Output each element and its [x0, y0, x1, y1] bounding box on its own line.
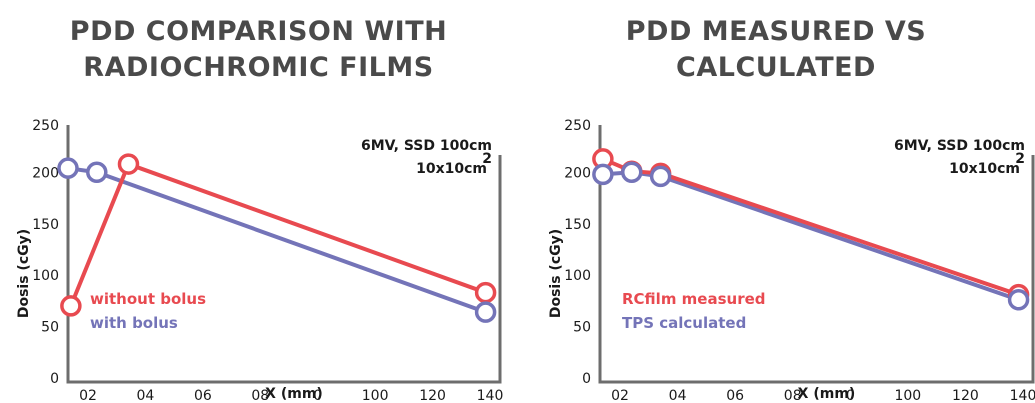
x-tick-label: 140 — [477, 388, 504, 403]
x-tick-label: 08 — [784, 388, 802, 403]
x-tick-label: 140 — [1010, 388, 1035, 403]
y-tick-label: 200 — [564, 165, 591, 181]
data-point-marker — [57, 157, 79, 179]
chart-title-line-1: PDD MEASURED VS — [625, 16, 927, 47]
x-tick-label: 0 — [846, 388, 855, 403]
y-tick-label: 0 — [50, 371, 59, 387]
chart-title-line-2: RADIOCHROMIC FILMS — [83, 52, 434, 83]
data-point-marker — [117, 153, 140, 175]
x-tick-label: 04 — [137, 388, 155, 403]
x-tick-label: 120 — [952, 388, 979, 403]
annotation-line-1: 6MV, SSD 100cm — [361, 138, 492, 154]
y-tick-label: 250 — [32, 118, 59, 134]
data-point-marker — [621, 161, 643, 184]
data-point-marker — [60, 295, 82, 317]
data-point-marker — [592, 163, 614, 186]
legend-entry: RCfilm measured — [622, 290, 766, 308]
y-tick-label: 50 — [573, 320, 591, 336]
data-point-marker — [1007, 289, 1030, 311]
chart-title: PDD MEASURED VS CALCULATED — [517, 14, 1035, 86]
y-tick-label: 150 — [32, 217, 59, 233]
y-axis-label: Dosis (cGy) — [16, 229, 32, 318]
y-tick-label: 0 — [582, 371, 591, 387]
series-line — [602, 157, 1020, 297]
legend-entry: TPS calculated — [622, 314, 746, 332]
chart-panel-left: PDD COMPARISON WITH RADIOCHROMIC FILMS 0… — [0, 0, 517, 403]
annotation-line-1: 6MV, SSD 100cm — [894, 138, 1025, 154]
data-point-marker — [474, 301, 497, 323]
x-tick-label: 08 — [251, 388, 269, 403]
x-tick-label: 120 — [419, 388, 446, 403]
x-tick-label: 0 — [313, 388, 322, 403]
x-tick-label: 02 — [611, 388, 629, 403]
y-tick-label: 100 — [32, 268, 59, 284]
data-point-marker — [86, 161, 108, 184]
annotation-superscript: 2 — [482, 151, 492, 167]
x-tick-label: 100 — [894, 388, 921, 403]
chart-svg: 0 50 100 150 200 250 02 04 06 08 0 100 120 140 X (mm) D… — [548, 118, 1035, 403]
y-tick-label: 200 — [32, 165, 59, 181]
plot-frame — [66, 125, 502, 384]
chart-title-line-1: PDD COMPARISON WITH — [69, 16, 448, 47]
legend-entry: with bolus — [90, 314, 178, 332]
y-tick-label: 250 — [564, 118, 591, 134]
x-axis-label: X (mm) — [265, 386, 323, 402]
data-point-marker — [649, 165, 672, 188]
chart-panel-right: PDD MEASURED VS CALCULATED 0 50 100 150 200 2… — [517, 0, 1035, 403]
annotation-line-2: 10x10cm — [949, 161, 1020, 177]
y-axis-label: Dosis (cGy) — [548, 229, 564, 318]
x-tick-label: 02 — [79, 388, 97, 403]
x-tick-label: 06 — [726, 388, 744, 403]
plot-frame — [598, 125, 1035, 384]
data-point-marker — [474, 281, 497, 304]
chart-svg: 0 50 100 150 200 250 02 04 06 08 0 100 120 140 X (mm) D… — [16, 118, 504, 403]
legend-entry: without bolus — [90, 290, 206, 308]
y-tick-label: 50 — [41, 320, 59, 336]
x-tick-label: 06 — [194, 388, 212, 403]
x-axis-label: X (mm) — [798, 386, 856, 402]
annotation-superscript: 2 — [1015, 151, 1025, 167]
x-tick-label: 04 — [669, 388, 687, 403]
x-tick-label: 100 — [362, 388, 389, 403]
y-tick-label: 100 — [564, 268, 591, 284]
y-tick-label: 150 — [564, 217, 591, 233]
series-line — [602, 170, 1020, 302]
annotation-line-2: 10x10cm — [416, 161, 487, 177]
chart-title-line-2: CALCULATED — [676, 52, 876, 83]
chart-title: PDD COMPARISON WITH RADIOCHROMIC FILMS — [0, 14, 517, 86]
